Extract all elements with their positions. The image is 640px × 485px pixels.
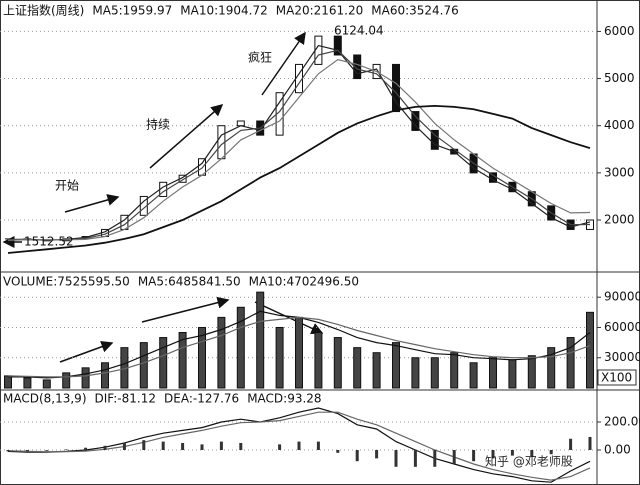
volume-bar <box>81 367 90 389</box>
volume-bar <box>508 359 517 389</box>
volume-bar <box>236 306 245 389</box>
volume-bar <box>62 372 71 389</box>
header-label: DIF:-81.12 <box>95 392 156 406</box>
volume-bar <box>23 377 32 389</box>
line-series <box>7 316 591 378</box>
arrow <box>261 31 306 96</box>
arrow <box>59 340 114 363</box>
volume-bar <box>178 332 187 389</box>
unit-label: X100 <box>601 371 632 385</box>
y-tick-label: 30000 <box>604 350 640 364</box>
annotation: 开始 <box>55 179 79 193</box>
arrow <box>141 296 230 323</box>
line-series <box>7 59 591 241</box>
line-series <box>8 44 591 241</box>
volume-bar <box>392 342 400 389</box>
y-tick-label: 90000 <box>604 290 640 304</box>
candle <box>353 54 362 80</box>
annotation: 1512.52 <box>24 235 74 249</box>
header-label: MA10:4702496.50 <box>249 275 359 289</box>
header-label: MA20:2161.20 <box>276 4 364 18</box>
volume-bar <box>217 316 226 389</box>
volume-bar <box>489 357 497 389</box>
candle <box>236 120 245 127</box>
candle <box>295 63 303 94</box>
watermark: 知乎 @邓老师股 <box>485 455 573 469</box>
volume-bar <box>159 337 168 389</box>
arrow <box>149 104 224 169</box>
volume-bar <box>256 291 265 389</box>
volume-bar <box>333 337 342 389</box>
volume-bar <box>42 379 51 389</box>
header-label: MACD(8,13,9) <box>3 392 87 406</box>
candle <box>333 35 342 56</box>
header-label: VOLUME:7525595.50 <box>3 275 130 289</box>
trend-arrows <box>2 31 324 363</box>
y-tick-label: 3000 <box>604 165 635 179</box>
y-tick-label: 5000 <box>604 71 635 85</box>
unit-box <box>597 369 637 386</box>
volume-bar <box>566 337 575 389</box>
candle <box>314 35 323 65</box>
volume-bar <box>411 357 420 389</box>
volume-bar <box>353 347 362 389</box>
volume-bar <box>527 355 536 389</box>
annotation: 持续 <box>146 117 170 132</box>
volume-bar <box>295 316 303 389</box>
candle <box>392 63 400 113</box>
y-tick-label: 200.00 <box>604 414 640 428</box>
line-series <box>7 49 591 241</box>
volume-bar <box>139 342 148 389</box>
volume-bar <box>4 375 12 389</box>
volume-bar <box>450 352 459 389</box>
header-label: MA5:6485841.50 <box>138 275 241 289</box>
annotation: 疯狂 <box>248 50 272 65</box>
header-label: MACD:93.28 <box>247 392 321 406</box>
volume-bar <box>275 326 284 389</box>
volume-bar <box>372 352 381 389</box>
arrow <box>254 301 324 335</box>
volume-bar <box>314 332 323 389</box>
annotation: 6124.04 <box>334 24 384 38</box>
line-series <box>7 104 591 254</box>
y-tick-label: 2000 <box>604 213 635 227</box>
header-label: MA5:1959.97 <box>92 4 172 18</box>
candle <box>430 129 439 150</box>
volume-bar <box>198 326 206 389</box>
header-label: 上证指数(周线) <box>3 3 84 18</box>
volume-bar <box>469 362 478 389</box>
arrow <box>64 194 120 213</box>
volume-bar <box>586 311 594 389</box>
header-label: MA10:1904.72 <box>180 4 268 18</box>
y-tick-label: 60000 <box>604 320 640 334</box>
volume-bar <box>547 347 556 389</box>
header-label: MA60:3524.76 <box>371 4 459 18</box>
volume-bar <box>101 362 109 389</box>
volume-bar <box>430 357 439 389</box>
y-tick-label: 6000 <box>604 24 635 38</box>
y-tick-label: 0.00 <box>604 442 631 456</box>
header-label: DEA:-127.76 <box>164 392 239 406</box>
y-tick-label: 4000 <box>604 118 635 132</box>
